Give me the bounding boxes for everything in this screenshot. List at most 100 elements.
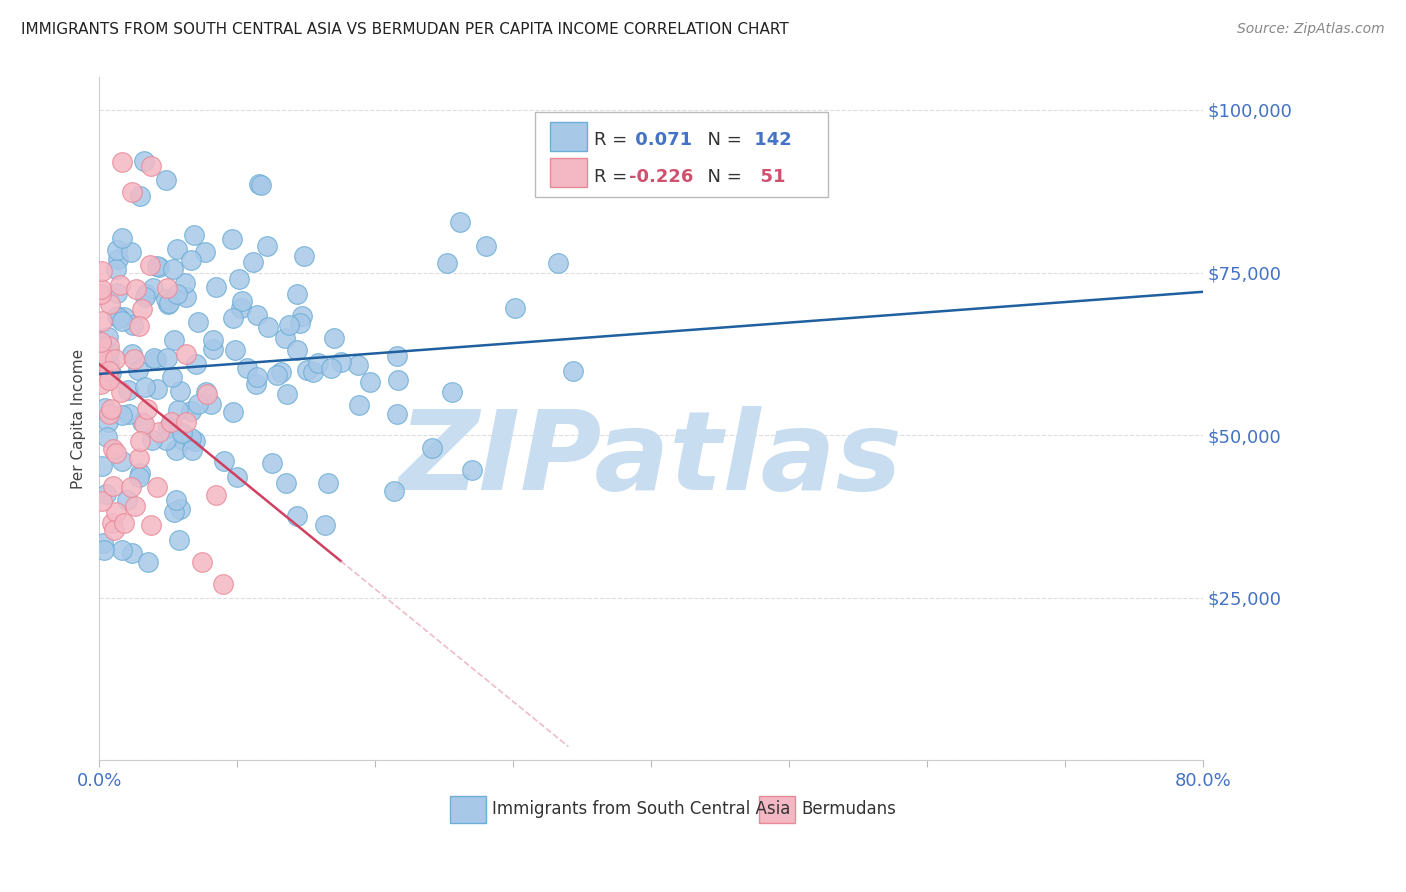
Point — [98, 408, 121, 422]
Point — [121, 185, 143, 199]
Point — [129, 434, 152, 449]
Point — [221, 232, 243, 246]
Point — [202, 333, 225, 347]
Point — [157, 296, 180, 310]
Text: Source: ZipAtlas.com: Source: ZipAtlas.com — [1237, 22, 1385, 37]
Point — [290, 310, 312, 324]
Point — [100, 402, 122, 417]
Point — [165, 493, 187, 508]
Point — [120, 244, 142, 259]
Text: 0.071: 0.071 — [628, 131, 692, 149]
Point — [156, 351, 179, 366]
Point — [97, 415, 120, 429]
Point — [105, 262, 128, 277]
Point — [441, 384, 464, 399]
Point — [127, 363, 149, 377]
Point — [169, 502, 191, 516]
Point — [103, 523, 125, 537]
Point — [121, 346, 143, 360]
Point — [285, 343, 308, 357]
Text: 142: 142 — [748, 131, 792, 149]
Point — [180, 431, 202, 445]
Point — [105, 309, 128, 323]
Point — [159, 415, 181, 429]
Point — [146, 479, 169, 493]
Point — [111, 155, 134, 169]
Point — [316, 476, 339, 491]
Point — [117, 383, 139, 397]
Point — [449, 215, 471, 229]
FancyBboxPatch shape — [550, 158, 588, 186]
Point — [245, 376, 267, 391]
Point — [212, 577, 235, 591]
Point — [139, 258, 162, 272]
Point — [204, 488, 226, 502]
Text: Immigrants from South Central Asia: Immigrants from South Central Asia — [492, 800, 790, 819]
Point — [111, 408, 134, 422]
Point — [132, 417, 155, 431]
Text: -0.226: -0.226 — [628, 168, 693, 186]
Point — [474, 238, 496, 252]
Point — [276, 387, 298, 401]
Point — [329, 355, 352, 369]
Point — [155, 173, 177, 187]
Text: ZIPatlas: ZIPatlas — [399, 407, 903, 513]
Point — [101, 478, 124, 492]
Point — [194, 244, 217, 259]
Point — [322, 331, 344, 345]
Point — [135, 287, 157, 301]
Point — [297, 363, 319, 377]
Point — [163, 333, 186, 347]
Point — [111, 314, 134, 328]
Point — [270, 365, 292, 379]
Point — [118, 407, 141, 421]
Text: R =: R = — [593, 131, 633, 149]
Point — [121, 318, 143, 333]
Point — [93, 401, 115, 415]
Point — [128, 451, 150, 466]
Point — [195, 386, 218, 401]
Point — [204, 280, 226, 294]
Point — [246, 370, 269, 384]
Point — [131, 301, 153, 316]
Point — [288, 316, 311, 330]
FancyBboxPatch shape — [550, 122, 588, 151]
Point — [91, 314, 114, 328]
FancyBboxPatch shape — [450, 797, 485, 823]
Point — [250, 178, 273, 192]
Text: R =: R = — [593, 168, 627, 186]
Point — [202, 342, 225, 356]
Point — [276, 476, 298, 491]
Point — [120, 479, 142, 493]
Point — [260, 456, 283, 470]
Point — [277, 318, 299, 332]
Point — [98, 373, 121, 387]
Text: N =: N = — [696, 131, 742, 149]
Point — [139, 159, 162, 173]
Point — [96, 486, 118, 500]
Point — [285, 287, 308, 301]
Point — [90, 494, 112, 508]
Point — [166, 403, 188, 417]
Point — [97, 370, 120, 384]
Point — [146, 382, 169, 396]
Point — [131, 416, 153, 430]
Point — [505, 301, 527, 315]
Point — [108, 310, 131, 325]
Point — [307, 356, 329, 370]
Point — [174, 347, 197, 361]
Point — [105, 285, 128, 300]
Point — [165, 443, 187, 458]
Point — [155, 434, 177, 448]
Point — [460, 463, 482, 477]
Point — [387, 349, 409, 363]
Point — [314, 517, 336, 532]
Point — [104, 505, 127, 519]
Point — [547, 255, 569, 269]
Point — [111, 231, 134, 245]
Point — [141, 434, 163, 448]
Point — [104, 351, 127, 366]
Point — [385, 407, 408, 421]
Point — [91, 536, 114, 550]
Point — [247, 178, 270, 192]
